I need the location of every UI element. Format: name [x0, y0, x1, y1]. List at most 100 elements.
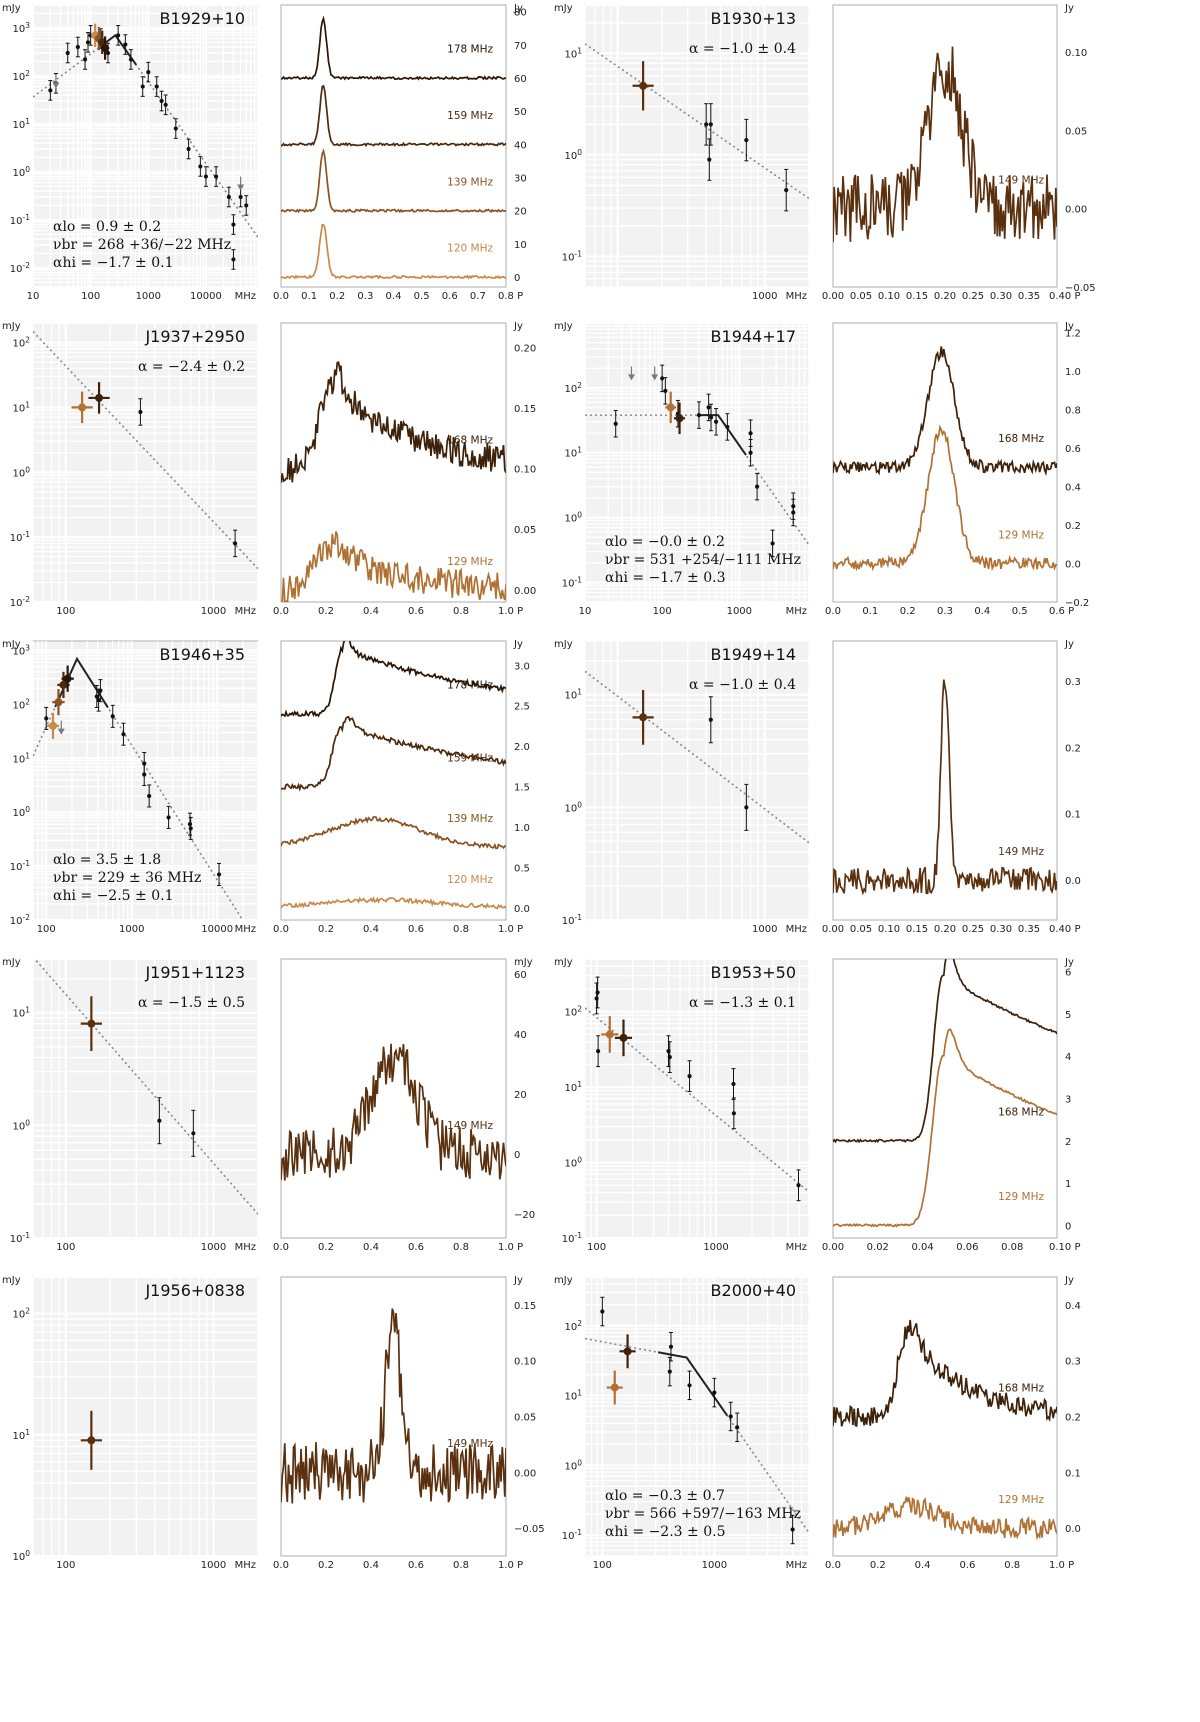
- y-tick-label: 101: [12, 751, 30, 765]
- x-tick-label: 10000: [190, 291, 222, 302]
- profile-line: [281, 1308, 506, 1504]
- panel-title: J1951+1123: [144, 963, 245, 982]
- panel-title: B1953+50: [711, 963, 796, 982]
- profile-panel-b1946-35-profiles: 178 MHz 159 MHz 139 MHz 120 MHz 0.0 0.2 0.4 0.6…: [273, 639, 530, 935]
- data-point: [154, 84, 159, 89]
- profile-line: [281, 816, 506, 850]
- x-tick-label: 1000: [702, 1560, 727, 1571]
- tick-exponent: -1: [575, 575, 583, 584]
- y-axis-unit: Jy: [1064, 3, 1074, 14]
- y-tick-label: 102: [564, 1005, 582, 1019]
- y-tick-label: 0.0: [1065, 560, 1081, 571]
- fit-parameter-annotation: αlo = 0.9 ± 0.2: [53, 219, 161, 235]
- x-tick-label: 0.0: [825, 606, 841, 617]
- data-point: [186, 146, 191, 152]
- x-tick-label: 0.6: [408, 1242, 424, 1253]
- x-tick-label: 0.4: [363, 924, 379, 935]
- plot-area: [832, 4, 1058, 288]
- data-point: [744, 138, 749, 143]
- profile-line: [281, 15, 506, 81]
- fit-layer: [33, 959, 258, 1215]
- y-tick-label: 0.00: [514, 1468, 536, 1479]
- fit-parameter-annotation: νbr = 268 +36/−22 MHz: [53, 237, 231, 253]
- fit-layer: [585, 670, 809, 844]
- profile-line: [833, 959, 1057, 1144]
- tick-exponent: 0: [577, 148, 582, 157]
- x-tick-label: 100: [653, 606, 672, 617]
- y-tick-label: 0: [514, 273, 520, 284]
- fit-layer: [80, 1410, 102, 1470]
- x-tick-label: 0.4: [386, 291, 402, 302]
- data-point: [696, 413, 702, 418]
- x-tick-label: 1.0 P: [498, 924, 523, 935]
- profile-lines: [833, 1319, 1057, 1541]
- frequency-label: 168 MHz: [998, 433, 1044, 445]
- y-tick-label: 101: [12, 400, 30, 414]
- tick-exponent: -2: [23, 913, 31, 922]
- lofar-point: [610, 1383, 619, 1392]
- fit-layer: [33, 331, 258, 570]
- y-tick-label: 10-1: [10, 530, 30, 544]
- y-axis-unit: Jy: [513, 321, 523, 332]
- data-point: [687, 1074, 692, 1079]
- spectral-index-annotation: α = −2.4 ± 0.2: [138, 359, 245, 375]
- gridlines: [584, 958, 810, 1239]
- x-tick-label: 0.1: [862, 606, 878, 617]
- y-tick-label: 0.15: [514, 1301, 536, 1312]
- data-point: [796, 1183, 801, 1188]
- profile-line: [833, 424, 1057, 572]
- fit-layer: [585, 43, 809, 212]
- profile-line: [281, 531, 506, 602]
- y-tick-label: 101: [12, 117, 30, 131]
- profile-panel-b1949-14-profile: 149 MHz 0.00 0.05 0.10 0.15 0.20 0.25 0.30 0.35 0…: [822, 639, 1081, 935]
- data-point: [213, 174, 219, 179]
- x-axis-unit: MHz: [786, 606, 807, 617]
- profile-panel-b2000-40-profiles: 168 MHz 129 MHz 0.0 0.2 0.4 0.6 0.8 1.0 P 0.0 0.1…: [825, 1275, 1081, 1571]
- y-tick-label: 0.0: [1065, 876, 1081, 887]
- x-tick-label: 1000: [727, 606, 752, 617]
- y-tick-label: 0: [1065, 1221, 1071, 1232]
- gridlines: [32, 641, 259, 921]
- y-axis-unit: Jy: [513, 1275, 523, 1286]
- frequency-label: 129 MHz: [998, 529, 1044, 541]
- profile-lines: [281, 1308, 506, 1504]
- y-tick-label: 40: [514, 1030, 527, 1041]
- x-tick-label: 0.8: [1004, 1560, 1020, 1571]
- data-point: [748, 431, 753, 436]
- frequency-label: 129 MHz: [998, 1191, 1044, 1203]
- data-point: [233, 541, 238, 546]
- x-tick-label: 0.15: [906, 924, 928, 935]
- x-tick-label: 100: [56, 1242, 75, 1253]
- x-tick-label: 1.0 P: [1049, 1560, 1074, 1571]
- y-tick-label: 100: [564, 1156, 582, 1170]
- x-tick-label: 0.6: [408, 924, 424, 935]
- fit-parameter-annotation: νbr = 531 +254/−111 MHz: [605, 552, 801, 568]
- fit-line: [585, 43, 809, 200]
- y-tick-label: 10-2: [10, 913, 30, 927]
- data-point: [188, 826, 193, 831]
- y-tick-label: 2.5: [514, 702, 530, 713]
- data-point: [198, 164, 203, 169]
- data-point: [707, 157, 712, 162]
- tick-exponent: -1: [575, 913, 583, 922]
- plot-area: [280, 958, 507, 1239]
- spectral-index-annotation: α = −1.0 ± 0.4: [689, 677, 796, 693]
- x-tick-label: 0.2: [318, 1560, 334, 1571]
- upper-limit-arrow: [57, 728, 65, 735]
- x-tick-label: 0.7: [470, 291, 486, 302]
- lofar-point: [59, 680, 68, 689]
- frequency-label: 168 MHz: [998, 1107, 1044, 1119]
- tick-exponent: 1: [577, 1080, 582, 1089]
- fit-parameter-annotation: αhi = −2.3 ± 0.5: [605, 1524, 725, 1540]
- upper-limit-arrow: [237, 184, 245, 191]
- profile-line: [833, 46, 1057, 243]
- data-point: [687, 1383, 692, 1388]
- x-tick-label: 0.15: [906, 291, 928, 302]
- lofar-point: [101, 44, 110, 53]
- y-tick-label: 100: [12, 805, 30, 819]
- data-point: [244, 203, 249, 208]
- x-axis-unit: MHz: [786, 1560, 807, 1571]
